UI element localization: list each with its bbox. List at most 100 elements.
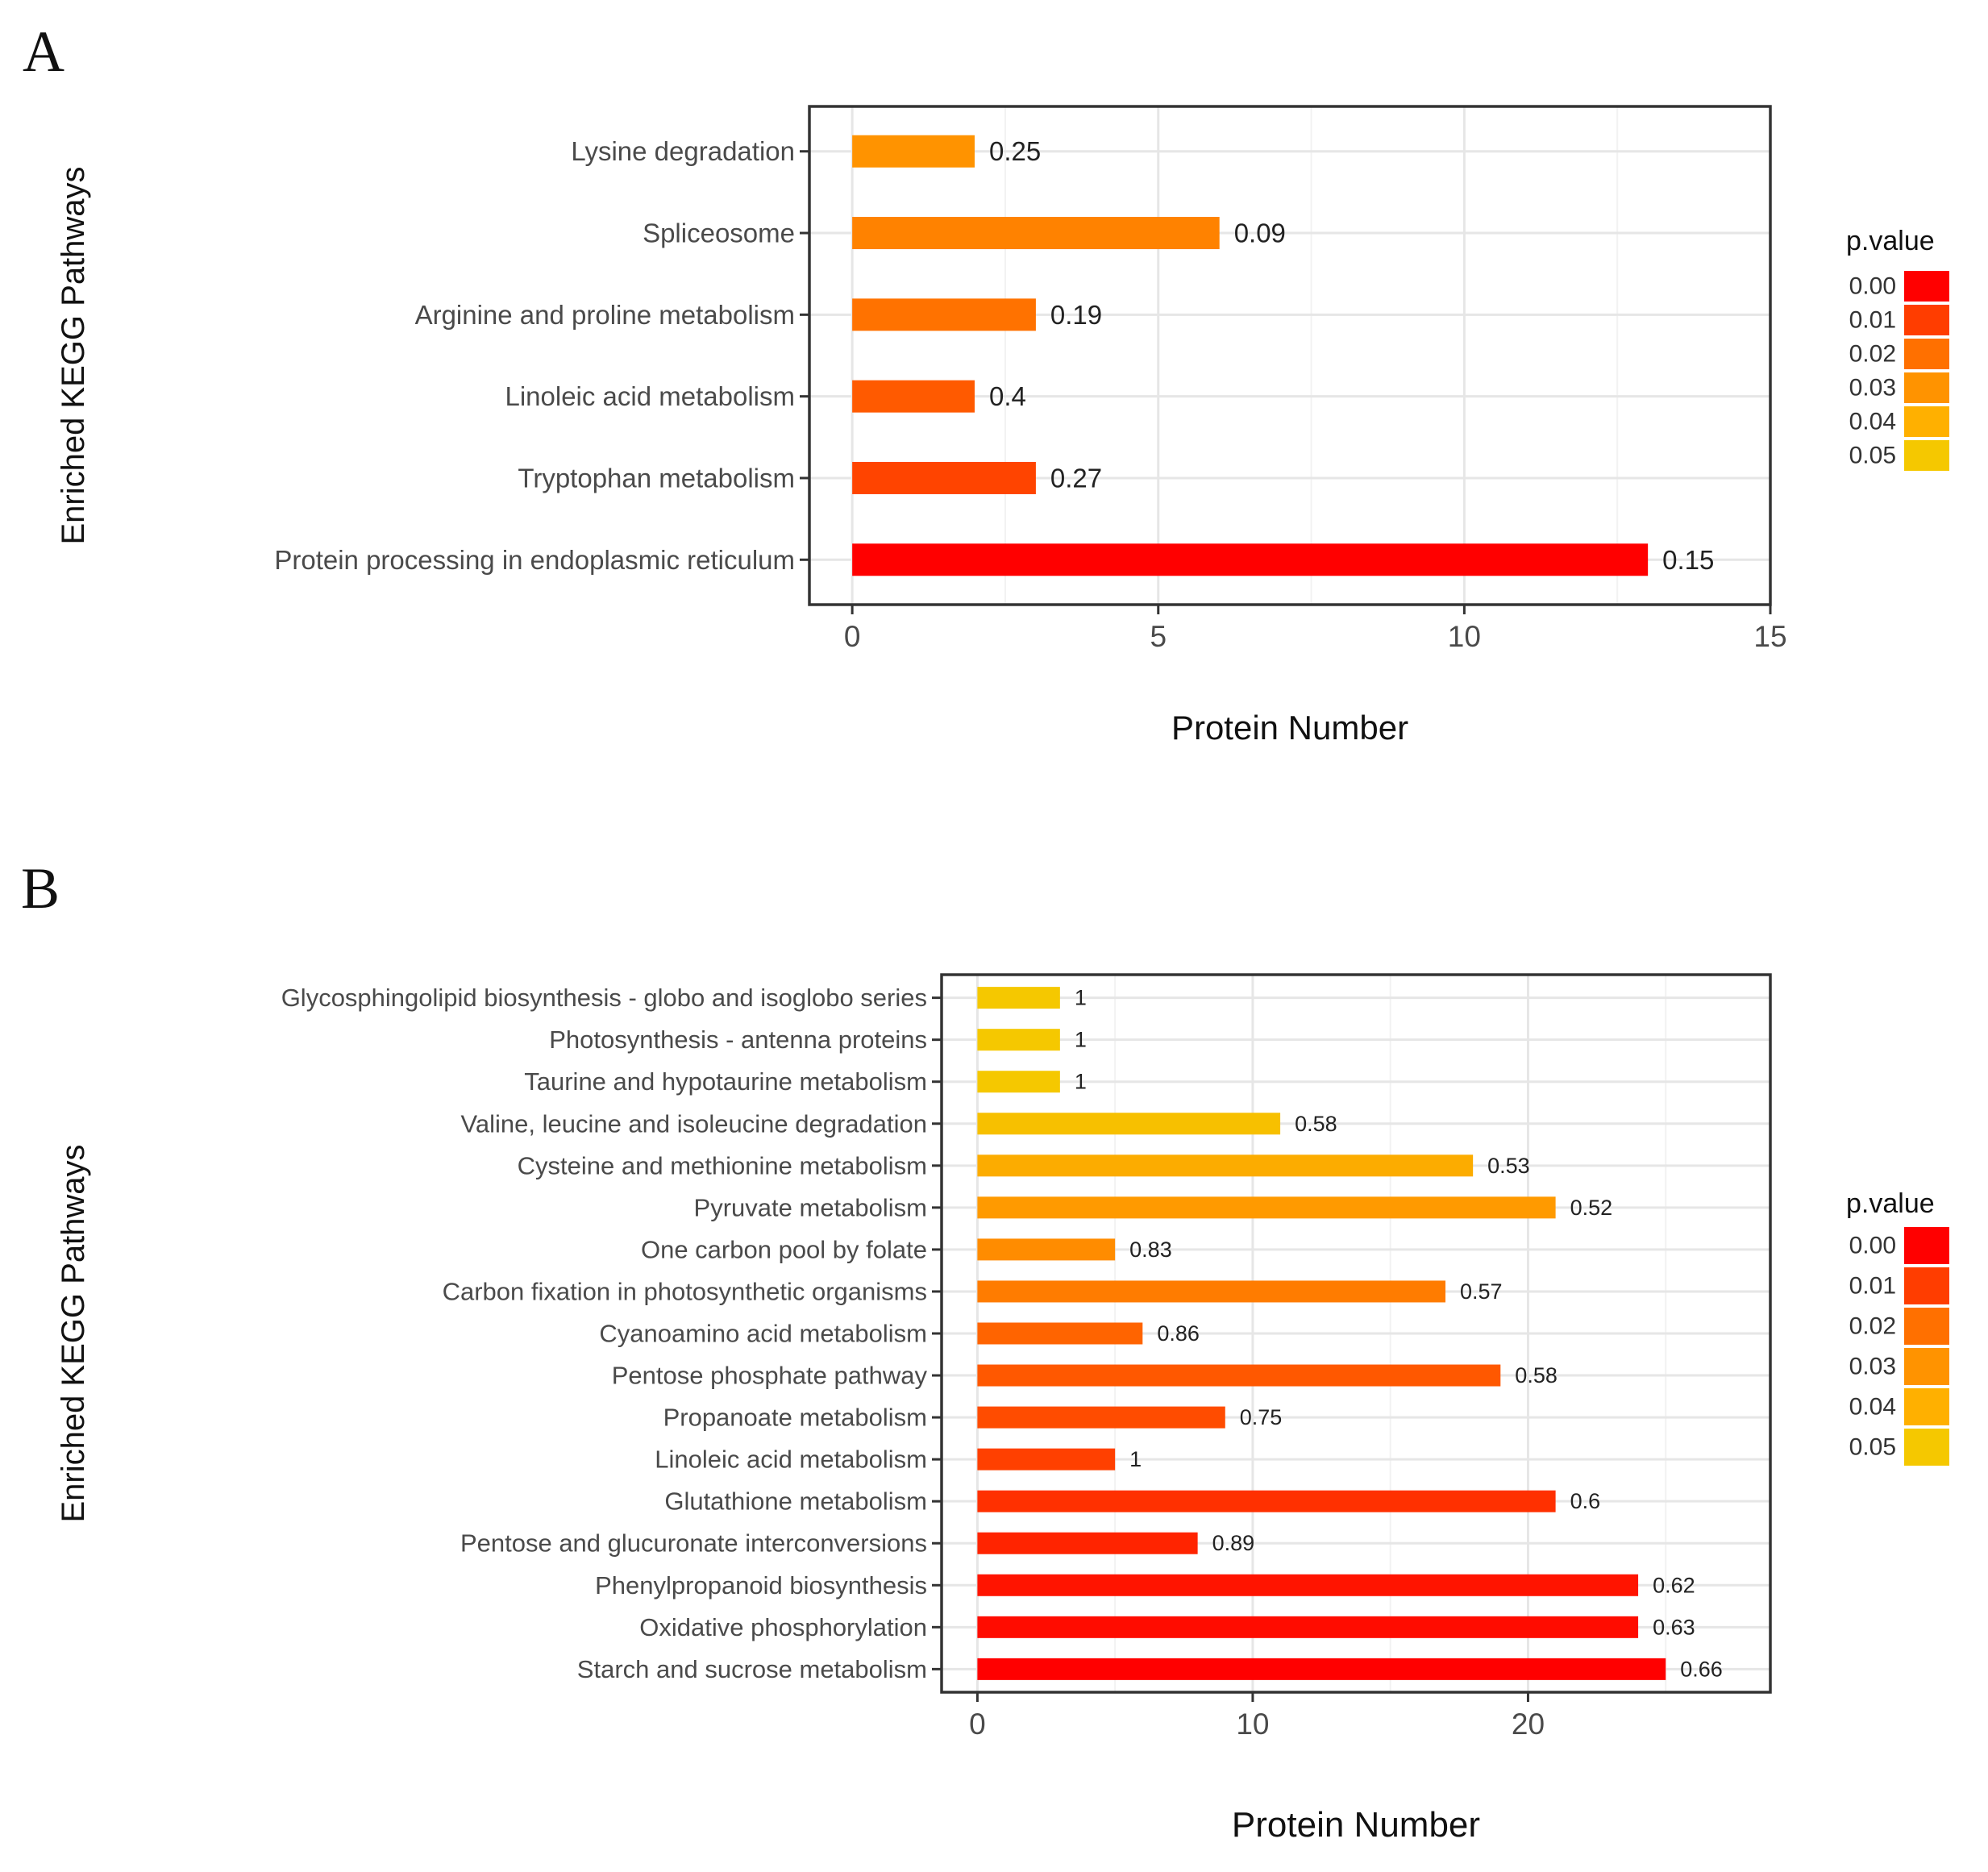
- bar-value-label: 0.66: [1680, 1657, 1723, 1681]
- bar: [852, 543, 1649, 576]
- x-tick-label: 15: [1753, 620, 1786, 653]
- bar-value-label: 0.27: [1050, 463, 1102, 493]
- bar: [977, 1574, 1639, 1596]
- category-label: Oxidative phosphorylation: [639, 1613, 927, 1641]
- category-label: Linoleic acid metabolism: [655, 1446, 927, 1474]
- category-label: Tryptophan metabolism: [518, 463, 795, 493]
- legend-swatch: [1904, 1388, 1949, 1425]
- category-label: Cysteine and methionine metabolism: [518, 1151, 927, 1179]
- legend-label: 0.02: [1849, 341, 1896, 368]
- legend-label: 0.03: [1849, 375, 1896, 401]
- bar: [977, 1406, 1225, 1429]
- legend-title: p.value: [1846, 1188, 1935, 1219]
- category-label: Pentose and glucuronate interconversions: [460, 1529, 927, 1558]
- legend-title: p.value: [1846, 226, 1935, 256]
- bar-value-label: 0.4: [989, 381, 1026, 411]
- category-label: Taurine and hypotaurine metabolism: [524, 1067, 927, 1096]
- bar-value-label: 0.09: [1234, 218, 1286, 248]
- bar: [977, 1196, 1556, 1219]
- bar-value-label: 1: [1075, 1070, 1087, 1094]
- bar: [852, 135, 975, 168]
- x-tick-label: 0: [844, 620, 861, 653]
- category-label: Spliceosome: [643, 218, 795, 248]
- category-label: Lysine degradation: [571, 136, 795, 166]
- plot-border: [808, 105, 1772, 606]
- x-axis-title: Protein Number: [1232, 1805, 1480, 1845]
- category-label: Arginine and proline metabolism: [415, 300, 795, 330]
- bar-value-label: 0.86: [1157, 1321, 1200, 1346]
- legend-swatch: [1904, 1429, 1949, 1466]
- category-label: Carbon fixation in photosynthetic organi…: [443, 1277, 927, 1305]
- bar-value-label: 0.57: [1460, 1279, 1503, 1304]
- bar: [852, 461, 1036, 494]
- legend-label: 0.04: [1849, 1394, 1896, 1421]
- bar: [852, 298, 1036, 331]
- bar: [977, 1490, 1556, 1512]
- bar: [977, 1113, 1281, 1135]
- category-label: Linoleic acid metabolism: [505, 381, 795, 411]
- bar-value-label: 0.62: [1653, 1573, 1695, 1597]
- bar-value-label: 0.83: [1129, 1238, 1172, 1262]
- bar-value-label: 1: [1129, 1447, 1142, 1471]
- bar: [977, 1029, 1060, 1051]
- bar-value-label: 0.58: [1515, 1363, 1558, 1387]
- panel-label-b: B: [21, 856, 60, 921]
- category-label: One carbon pool by folate: [641, 1235, 927, 1263]
- bar-value-label: 0.15: [1662, 545, 1714, 575]
- legend-label: 0.01: [1849, 307, 1896, 334]
- legend-label: 0.00: [1849, 1233, 1896, 1259]
- y-axis-title: Enriched KEGG Pathways: [56, 166, 91, 544]
- legend-swatch: [1904, 1348, 1949, 1385]
- x-tick-label: 10: [1448, 620, 1481, 653]
- bar: [977, 987, 1060, 1009]
- bar-value-label: 0.63: [1653, 1615, 1695, 1639]
- category-label: Propanoate metabolism: [663, 1404, 927, 1432]
- bar: [977, 1616, 1639, 1638]
- x-tick-label: 20: [1512, 1708, 1545, 1741]
- legend-swatch: [1904, 1308, 1949, 1345]
- category-label: Valine, leucine and isoleucine degradati…: [460, 1109, 927, 1138]
- bar-value-label: 1: [1075, 986, 1087, 1010]
- plot-border: [940, 973, 1772, 1694]
- bar-value-label: 0.6: [1570, 1489, 1601, 1513]
- bar: [977, 1364, 1501, 1387]
- legend-label: 0.05: [1849, 1434, 1896, 1461]
- bar: [977, 1238, 1116, 1261]
- legend-swatch: [1904, 1227, 1949, 1264]
- legend-label: 0.04: [1849, 409, 1896, 435]
- category-label: Phenylpropanoid biosynthesis: [595, 1571, 927, 1600]
- bar-value-label: 1: [1075, 1028, 1087, 1052]
- x-tick-label: 0: [969, 1708, 986, 1741]
- category-label: Starch and sucrose metabolism: [577, 1655, 927, 1683]
- bar-value-label: 0.89: [1212, 1531, 1255, 1555]
- bar: [977, 1532, 1198, 1554]
- bar: [977, 1071, 1060, 1093]
- bar: [852, 380, 975, 413]
- bar: [852, 217, 1220, 250]
- category-label: Pyruvate metabolism: [694, 1193, 927, 1221]
- legend-label: 0.03: [1849, 1354, 1896, 1380]
- legend-label: 0.00: [1849, 273, 1896, 300]
- x-tick-label: 10: [1236, 1708, 1269, 1741]
- panel-label-a: A: [23, 19, 64, 84]
- y-axis-title: Enriched KEGG Pathways: [56, 1144, 91, 1522]
- category-label: Protein processing in endoplasmic reticu…: [274, 545, 795, 575]
- category-label: Glutathione metabolism: [664, 1487, 927, 1516]
- bar: [977, 1658, 1666, 1680]
- bar-value-label: 0.25: [989, 136, 1041, 166]
- legend-label: 0.01: [1849, 1273, 1896, 1300]
- legend-swatch: [1904, 440, 1949, 471]
- category-label: Glycosphingolipid biosynthesis - globo a…: [281, 984, 927, 1012]
- x-tick-label: 5: [1150, 620, 1167, 653]
- bar: [977, 1280, 1445, 1303]
- legend-label: 0.02: [1849, 1313, 1896, 1340]
- bar: [977, 1322, 1143, 1345]
- legend-swatch: [1904, 339, 1949, 369]
- category-label: Cyanoamino acid metabolism: [599, 1320, 927, 1348]
- bar-value-label: 0.58: [1295, 1112, 1337, 1136]
- bar-value-label: 0.53: [1487, 1154, 1530, 1178]
- bar: [977, 1154, 1474, 1177]
- legend-swatch: [1904, 406, 1949, 437]
- legend-label: 0.05: [1849, 443, 1896, 469]
